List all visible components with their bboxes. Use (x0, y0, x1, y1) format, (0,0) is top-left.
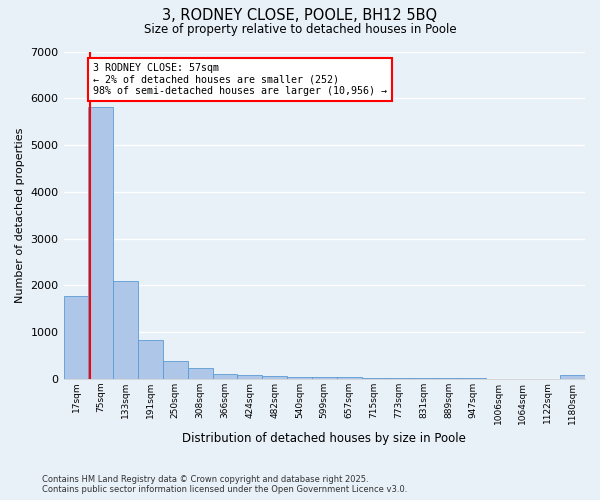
Text: 3 RODNEY CLOSE: 57sqm
← 2% of detached houses are smaller (252)
98% of semi-deta: 3 RODNEY CLOSE: 57sqm ← 2% of detached h… (94, 63, 388, 96)
Text: Contains HM Land Registry data © Crown copyright and database right 2025.
Contai: Contains HM Land Registry data © Crown c… (42, 474, 407, 494)
Bar (238, 376, 262, 379)
Bar (64, 296, 88, 379)
Bar (312, 377, 337, 379)
Bar (88, 106, 113, 379)
Bar (212, 374, 238, 379)
Bar (163, 361, 188, 379)
X-axis label: Distribution of detached houses by size in Poole: Distribution of detached houses by size … (182, 432, 466, 445)
Bar (560, 376, 585, 379)
Bar (188, 368, 212, 379)
Bar (262, 376, 287, 379)
Bar (386, 378, 411, 379)
Text: Size of property relative to detached houses in Poole: Size of property relative to detached ho… (143, 22, 457, 36)
Text: 3, RODNEY CLOSE, POOLE, BH12 5BQ: 3, RODNEY CLOSE, POOLE, BH12 5BQ (163, 8, 437, 22)
Bar (287, 376, 312, 379)
Bar (113, 280, 138, 379)
Bar (337, 378, 362, 379)
Y-axis label: Number of detached properties: Number of detached properties (15, 128, 25, 303)
Bar (362, 378, 386, 379)
Bar (138, 340, 163, 379)
